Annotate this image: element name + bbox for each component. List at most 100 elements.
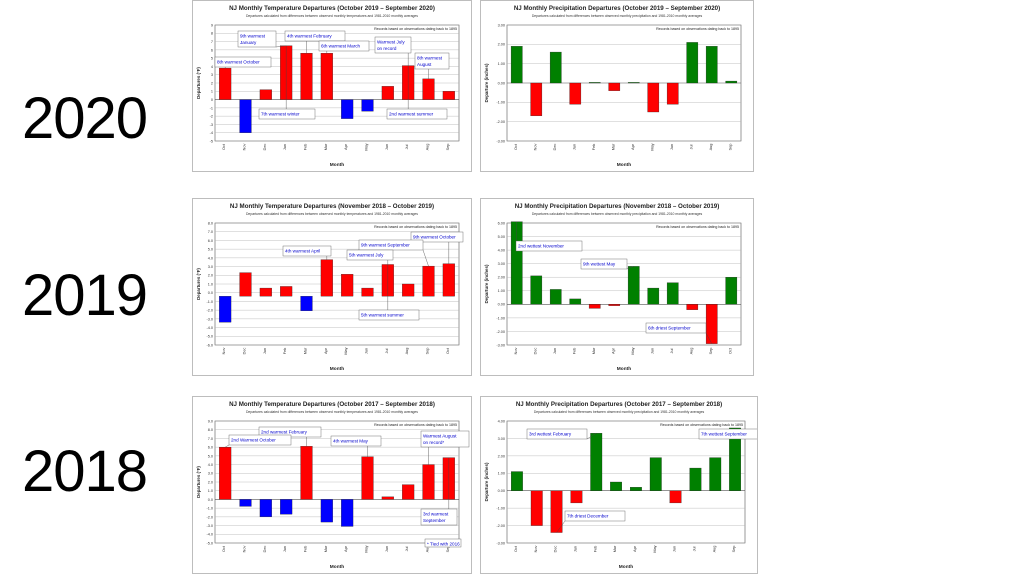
p2020-bar-jul [686, 42, 699, 84]
t2019-y-tick: 7.0 [208, 230, 213, 234]
t2019-annotation-box [282, 245, 332, 257]
p2018-y-tick: -1.00 [496, 507, 505, 511]
t2020-x-tick: Apr [344, 143, 348, 150]
p2018-annotation-leader [586, 433, 597, 440]
t2019-bar-dec [239, 272, 252, 297]
t2020-bar-aug [422, 78, 435, 100]
t2020-y-axis-label: Departures (°F) [196, 67, 201, 99]
t2020-annotation-box [258, 108, 316, 120]
t2020-annotation-box [284, 30, 346, 42]
p2018-annotation-text: 7th driest December [567, 514, 609, 519]
t2020-annotation-text: 2nd warmest summer [389, 112, 434, 117]
p2018-bar-nov [530, 490, 543, 526]
t2019-x-tick: Jun [365, 348, 369, 354]
p2018-y-tick: 0.00 [498, 489, 505, 493]
p2019-x-tick: Nov [514, 348, 518, 355]
t2020-bar-feb [300, 53, 313, 100]
p2018-y-tick: 2.00 [498, 454, 505, 458]
t2020-x-tick: Jul [405, 144, 409, 149]
t2020-annotation-text: 6th warmest March [321, 44, 361, 49]
t2020-x-tick: Jan [283, 144, 287, 150]
t2018-annotation-box [330, 435, 382, 447]
p2019-bar-sep [705, 304, 718, 344]
p2020-x-axis-label: Month [617, 162, 631, 168]
t2020-subtitle: Departures calculated from differences b… [246, 14, 418, 18]
t2020-bar-apr [341, 99, 354, 119]
p2020-x-tick: Feb [592, 144, 596, 151]
t2019-bar-oct [442, 263, 455, 297]
p2020-y-tick: -2.00 [496, 120, 505, 124]
t2018-annotation-box [420, 430, 470, 448]
t2020-bar-may [361, 99, 374, 112]
t2018-title: NJ Monthly Temperature Departures (Octob… [229, 401, 435, 408]
t2020-y-tick: 5 [211, 57, 213, 61]
p2018-x-tick: Jan [573, 546, 577, 552]
t2020-y-tick: -5 [210, 139, 213, 143]
p2020-bar-jun [666, 82, 679, 105]
p2020-title: NJ Monthly Precipitation Departures (Oct… [514, 5, 720, 12]
t2020-y-tick: -3 [210, 123, 213, 127]
p2018-x-tick: Dec [554, 546, 558, 553]
p2018-bar-apr [630, 487, 642, 491]
p2020-x-tick: Jan [572, 144, 576, 150]
p2020-x-tick: Dec [553, 144, 557, 151]
p2019-y-tick: 3.00 [498, 262, 505, 266]
t2018-records-note: Records based on observations dating bac… [374, 423, 457, 427]
t2019-x-tick: Nov [222, 348, 226, 355]
p2018-annotation-text: 7th wettest September [701, 432, 747, 437]
t2020-bar-mar [320, 53, 333, 100]
t2019-y-axis-label: Departures (°F) [196, 268, 201, 300]
t2018-annotation-text: on record* [423, 440, 444, 445]
p2018-x-tick: Apr [633, 545, 637, 552]
p2020-records-note: Records based on observations dating bac… [656, 27, 739, 31]
p2019-y-tick: 0.00 [498, 303, 505, 307]
t2018-x-tick: Oct [222, 545, 226, 552]
p2019-bar-may [627, 266, 640, 305]
p2019-bar-mar [588, 304, 601, 309]
p2019-y-tick: 6.00 [498, 221, 505, 225]
temperature-chart-2020: NJ Monthly Temperature Departures (Octob… [192, 0, 472, 172]
p2019-annotation-box [580, 258, 628, 270]
p2020-x-tick: Aug [709, 144, 713, 151]
t2020-y-tick: 9 [211, 23, 213, 27]
p2018-bar-feb [590, 433, 603, 491]
p2020-y-tick: 3.00 [498, 23, 505, 27]
p2019-annotation-box [645, 322, 707, 334]
t2018-bar-jun [381, 496, 394, 500]
p2019-y-tick: -3.00 [496, 343, 505, 347]
t2019-bar-sep [422, 265, 435, 297]
p2020-x-tick: Apr [631, 143, 635, 150]
p2018-x-tick: Sep [732, 546, 736, 553]
t2020-y-tick: -2 [210, 115, 213, 119]
t2018-y-tick: 7.0 [208, 437, 213, 441]
p2019-y-tick: 4.00 [498, 249, 505, 253]
t2019-annotation-box [358, 309, 420, 321]
t2019-x-tick: Feb [283, 348, 287, 355]
t2018-bar-jan [280, 499, 293, 515]
t2020-annotation-text: 8th warmest [417, 56, 443, 61]
p2018-x-tick: Jun [673, 546, 677, 552]
p2018-bar-jun [669, 490, 682, 504]
p2019-x-tick: Oct [728, 347, 732, 354]
t2018-annotation-text: 3rd warmest [423, 512, 449, 517]
p2018-annotation-leader [556, 520, 566, 533]
t2018-x-tick: Dec [263, 546, 267, 553]
p2019-annotation-text: 9th wettest May [583, 262, 616, 267]
t2018-y-tick: -4.0 [206, 533, 213, 537]
p2019-title: NJ Monthly Precipitation Departures (Nov… [515, 203, 720, 210]
t2020-annotation-text: 4th warmest February [287, 34, 332, 39]
t2019-x-tick: Oct [446, 347, 450, 354]
p2020-y-tick: 1.00 [498, 62, 505, 66]
t2020-x-tick: Aug [426, 144, 430, 151]
p2020-bar-dec [549, 51, 562, 84]
t2019-x-tick: May [344, 347, 348, 354]
t2019-x-tick: Sep [426, 348, 430, 355]
p2019-annotation-text: 2nd wettest November [518, 244, 564, 249]
precipitation-chart-2020: NJ Monthly Precipitation Departures (Oct… [480, 0, 754, 172]
t2018-y-tick: 5.0 [208, 454, 213, 458]
t2018-y-tick: 8.0 [208, 428, 213, 432]
t2020-annotation-box [237, 30, 277, 48]
p2020-subtitle: Departures calculated from differences b… [532, 14, 703, 18]
t2020-x-tick: Nov [243, 144, 247, 151]
p2018-x-tick: Feb [593, 546, 597, 553]
